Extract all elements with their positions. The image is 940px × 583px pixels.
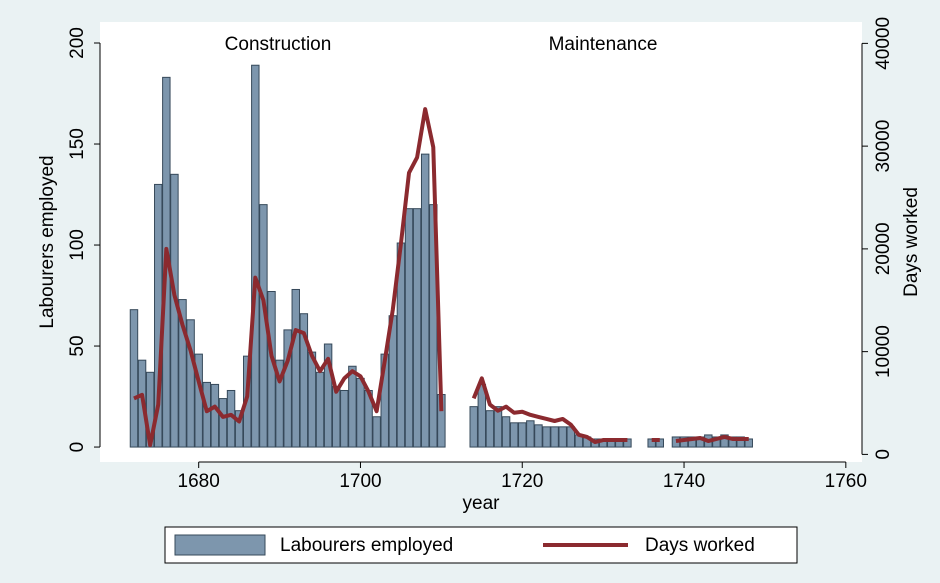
y2-tick-label: 10000 bbox=[873, 325, 894, 378]
bar bbox=[251, 64, 260, 448]
bar bbox=[356, 377, 365, 448]
bar bbox=[687, 436, 697, 448]
x-tick-label: 1720 bbox=[501, 471, 543, 492]
bar bbox=[299, 313, 309, 448]
y2-tick-label: 0 bbox=[873, 449, 894, 460]
bar bbox=[420, 153, 430, 448]
y-tick-label: 50 bbox=[67, 335, 88, 356]
legend-label: Labourers employed bbox=[280, 535, 453, 556]
x-tick-label: 1740 bbox=[663, 471, 705, 492]
legend-swatch bbox=[174, 534, 266, 556]
bar bbox=[234, 410, 244, 448]
y2-tick-label: 40000 bbox=[873, 17, 894, 70]
bar bbox=[129, 309, 139, 448]
x-tick-label: 1700 bbox=[339, 471, 381, 492]
bar bbox=[315, 371, 325, 448]
bar bbox=[291, 288, 300, 448]
y2-axis-label: Days worked bbox=[901, 187, 922, 297]
y-tick-label: 100 bbox=[67, 229, 88, 261]
bar bbox=[348, 365, 357, 448]
bar bbox=[518, 422, 527, 448]
bar bbox=[412, 208, 422, 448]
annotation: Construction bbox=[225, 34, 332, 55]
bar bbox=[485, 410, 495, 448]
bar bbox=[372, 416, 381, 448]
line bbox=[133, 107, 444, 448]
bar bbox=[202, 381, 211, 448]
bar bbox=[283, 329, 292, 448]
y2-tick-label: 20000 bbox=[873, 222, 894, 275]
bar bbox=[493, 406, 503, 448]
bar bbox=[404, 208, 414, 448]
x-axis-label: year bbox=[463, 493, 501, 514]
bar bbox=[477, 383, 487, 448]
bar bbox=[736, 436, 745, 448]
x-tick-label: 1760 bbox=[825, 471, 867, 492]
line bbox=[471, 376, 628, 445]
bar bbox=[186, 319, 195, 448]
annotation: Maintenance bbox=[549, 34, 658, 55]
y-tick-label: 0 bbox=[67, 442, 88, 453]
y-axis-label: Labourers employed bbox=[37, 155, 58, 328]
bar bbox=[323, 343, 333, 448]
bar bbox=[210, 383, 220, 448]
y-tick-label: 200 bbox=[67, 27, 88, 59]
bar bbox=[178, 299, 187, 448]
bar bbox=[542, 426, 551, 448]
y-tick-label: 150 bbox=[67, 128, 88, 160]
bar bbox=[275, 359, 284, 448]
bar bbox=[558, 426, 567, 448]
y2-tick-label: 30000 bbox=[873, 120, 894, 173]
bar bbox=[218, 398, 228, 448]
bar bbox=[550, 426, 559, 448]
bar bbox=[331, 385, 341, 448]
line bbox=[675, 434, 749, 444]
bar bbox=[469, 406, 478, 448]
bar bbox=[307, 351, 317, 448]
bar bbox=[501, 416, 511, 448]
legend-label: Days worked bbox=[645, 535, 755, 556]
bar bbox=[509, 422, 519, 448]
bar bbox=[534, 424, 543, 448]
legend-box bbox=[164, 526, 798, 564]
x-tick-label: 1680 bbox=[178, 471, 220, 492]
bar bbox=[526, 420, 535, 448]
bar bbox=[340, 389, 349, 448]
